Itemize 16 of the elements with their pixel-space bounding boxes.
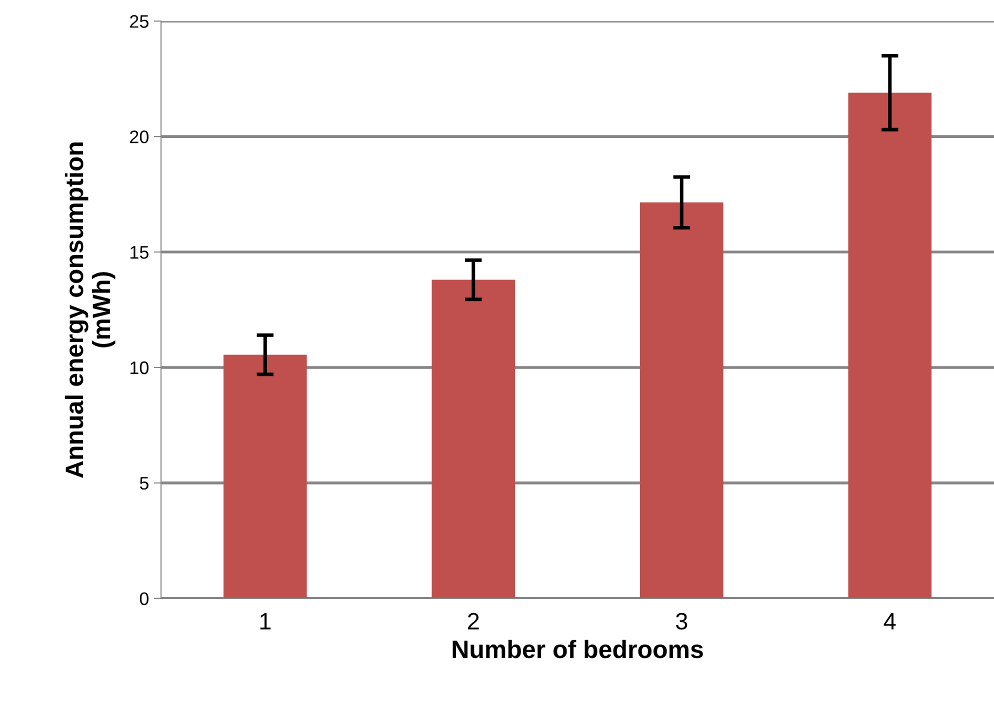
- x-tick-label: 1: [260, 613, 271, 630]
- y-tick-label: 5: [140, 477, 148, 490]
- x-tick-label: 2: [468, 612, 479, 630]
- y-tick-label: 0: [140, 592, 149, 606]
- y-tick-label: 10: [130, 361, 149, 374]
- bar: [848, 92, 932, 598]
- y-tick-label: 20: [130, 130, 149, 144]
- x-axis-title: Number of bedrooms: [452, 640, 703, 658]
- bar: [224, 354, 307, 598]
- y-tick-label: 25: [130, 15, 148, 28]
- y-axis-title: Annual energy consumption (mWh): [64, 142, 116, 478]
- bar: [432, 280, 516, 598]
- x-tick-label: 3: [676, 612, 688, 630]
- y-tick-label: 15: [130, 246, 148, 259]
- x-tick-label: 4: [884, 613, 896, 630]
- bar: [640, 202, 724, 598]
